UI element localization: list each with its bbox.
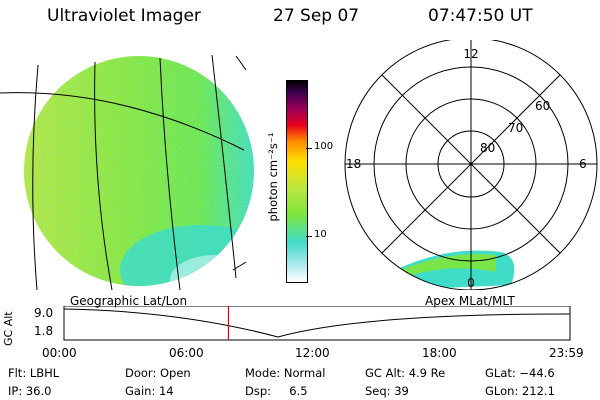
timeline-tick-4: 23:59 (549, 346, 584, 360)
glat-info: GLat: −44.6 (485, 366, 555, 380)
door-info: Door: Open (125, 366, 191, 380)
timeline-tick-2: 12:00 (295, 346, 330, 360)
instrument-title: Ultraviolet Imager (47, 6, 201, 26)
gc-alt-info: GC Alt: 4.9 Re (365, 366, 446, 380)
lat-label-70: 70 (508, 121, 523, 135)
lat-label-80: 80 (480, 141, 495, 155)
polar-aurora (391, 250, 515, 290)
geographic-grid (0, 54, 247, 291)
ip-info: IP: 36.0 (8, 384, 52, 398)
colorbar-label-10: 10 (314, 229, 327, 240)
timeline-tick-1: 06:00 (169, 346, 204, 360)
mlt-label-18: 18 (346, 157, 361, 171)
mlt-label-12: 12 (463, 47, 478, 61)
colorbar-tick-10 (306, 236, 312, 237)
timeline-ytick-top: 9.0 (34, 306, 54, 320)
polar-grid (344, 40, 598, 290)
colorbar-tick-100 (306, 148, 312, 149)
date-label: 27 Sep 07 (273, 6, 360, 26)
mode-info: Mode: Normal (245, 366, 326, 380)
lat-label-60: 60 (535, 99, 550, 113)
timeline-ylabel: GC Alt (2, 311, 15, 346)
seq-info: Seq: 39 (365, 384, 409, 398)
timeline-right-title: Apex MLat/MLT (425, 294, 515, 308)
timeline-tick-0: 00:00 (42, 346, 77, 360)
timeline-ytick-bottom: 1.8 (34, 324, 54, 338)
mlt-label-0: 0 (467, 276, 475, 290)
altitude-curve (63, 308, 571, 338)
timeline-left-title: Geographic Lat/Lon (70, 294, 188, 308)
colorbar-unit: photon cm⁻²s⁻¹ (266, 132, 280, 222)
gain-info: Gain: 14 (125, 384, 174, 398)
colorbar-label-100: 100 (314, 141, 334, 152)
filter-info: Flt: LBHL (8, 366, 60, 380)
geographic-image (0, 54, 254, 291)
uv-disk (24, 56, 254, 286)
timeline-chart (63, 306, 571, 341)
colorbar (286, 80, 308, 283)
mlt-label-6: 6 (579, 157, 587, 171)
time-label: 07:47:50 UT (428, 6, 533, 26)
polar-plot: 12 18 6 0 60 70 80 (344, 40, 598, 290)
glon-info: GLon: 212.1 (485, 384, 555, 398)
dsp-info: Dsp: 6.5 (245, 384, 308, 398)
timeline-tick-3: 18:00 (422, 346, 457, 360)
